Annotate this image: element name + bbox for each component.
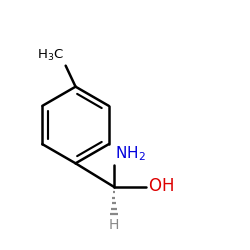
Text: $\mathsf{OH}$: $\mathsf{OH}$ xyxy=(148,177,174,195)
Text: $\mathsf{H_3C}$: $\mathsf{H_3C}$ xyxy=(37,48,64,63)
Text: $\mathsf{H}$: $\mathsf{H}$ xyxy=(108,218,120,232)
Text: $\mathsf{NH_2}$: $\mathsf{NH_2}$ xyxy=(115,144,146,163)
